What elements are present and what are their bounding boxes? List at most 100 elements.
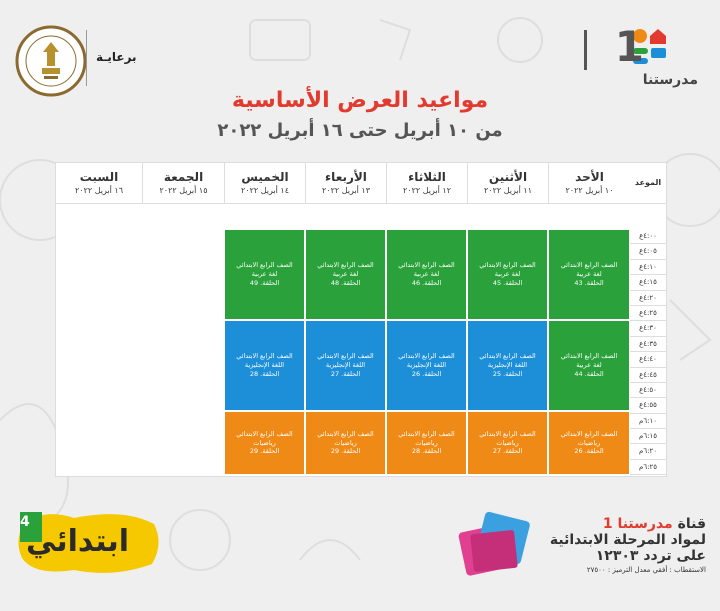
brand-number: 1 bbox=[614, 22, 644, 71]
program-cell: الصف الرابع الابتدائي لغة عربية الحلقة. … bbox=[224, 229, 305, 320]
day-header-tuesday: الثلاثاء ١٢ أبريل ٢٠٢٢ bbox=[386, 163, 467, 203]
brand-name: مدرستنا bbox=[642, 72, 698, 88]
day-name: الأربعاء bbox=[325, 170, 367, 184]
grade-label: الصف الرابع الابتدائي bbox=[479, 429, 536, 438]
ibtidai-4-badge bbox=[18, 512, 159, 573]
time-slot: ٤:١٥ع bbox=[630, 275, 666, 291]
blank-band bbox=[56, 203, 666, 230]
books-illustration bbox=[458, 511, 530, 576]
madrasatna-logo bbox=[584, 29, 666, 70]
day-date: ١٣ أبريل ٢٠٢٢ bbox=[321, 186, 370, 195]
program-cell: الصف الرابع الابتدائي لغة عربية الحلقة. … bbox=[548, 229, 630, 320]
grade-label: الصف الرابع الابتدائي bbox=[236, 352, 293, 361]
time-slot: ٤:٤٥ع bbox=[630, 368, 666, 383]
program-cell: الصف الرابع الابتدائي اللغة الإنجليزية ا… bbox=[224, 320, 305, 411]
subject-label: رياضيات bbox=[496, 438, 519, 447]
page-title: مواعيد العرض الأساسية bbox=[231, 88, 489, 113]
day-name: الجمعة bbox=[163, 170, 204, 184]
episode-label: الحلقة. 43 bbox=[574, 278, 604, 287]
time-slot: ٤:٢٠ع bbox=[630, 291, 666, 306]
day-header-thursday: الخميس ١٤ أبريل ٢٠٢٢ bbox=[224, 163, 305, 203]
ministry-seal-logo bbox=[15, 25, 87, 97]
day-header-friday: الجمعة ١٥ أبريل ٢٠٢٢ bbox=[142, 163, 224, 203]
subject-label: اللغة الإنجليزية bbox=[325, 361, 366, 370]
subject-label: لغة عربية bbox=[413, 270, 440, 279]
channel-subject-line: لمواد المرحلة الابتدائية bbox=[549, 532, 706, 548]
program-cell: الصف الرابع الابتدائي رياضيات الحلقة. 27 bbox=[467, 411, 548, 475]
subject-label: اللغة الإنجليزية bbox=[487, 361, 528, 370]
day-header-saturday: السبت ١٦ أبريل ٢٠٢٢ bbox=[56, 163, 142, 203]
episode-label: الحلقة. 28 bbox=[411, 447, 442, 456]
time-slot: ٤:٥٠ع bbox=[630, 383, 666, 399]
channel-accent: مدرستنا bbox=[617, 516, 673, 532]
subject-label: لغة عربية bbox=[251, 270, 278, 279]
time-slot: ٤:٣٠ع bbox=[630, 321, 666, 337]
grade-label: الصف الرابع الابتدائي bbox=[560, 429, 618, 438]
subject-label: رياضيات bbox=[415, 438, 438, 447]
sponsor-label: برعايـة bbox=[96, 50, 137, 64]
subject-label: رياضيات bbox=[253, 438, 276, 447]
episode-label: الحلقة. 27 bbox=[492, 447, 523, 456]
time-column-header: الموعد bbox=[634, 178, 662, 187]
program-cell: الصف الرابع الابتدائي لغة عربية الحلقة. … bbox=[386, 229, 467, 320]
time-slot: ٤:٠٠ع bbox=[630, 229, 666, 245]
time-column: ٤:٠٠ع ٤:٠٥ع ٤:١٠ع ٤:١٥ع ٤:٢٠ع ٤:٢٥ع ٤:٣٠… bbox=[630, 229, 666, 476]
program-cell: الصف الرابع الابتدائي لغة عربية الحلقة. … bbox=[467, 229, 548, 320]
episode-label: الحلقة. 44 bbox=[574, 369, 604, 378]
program-cell: الصف الرابع الابتدائي رياضيات الحلقة. 28 bbox=[386, 411, 467, 475]
program-cell: الصف الرابع الابتدائي اللغة الإنجليزية ا… bbox=[386, 320, 467, 411]
grade-label: الصف الرابع الابتدائي bbox=[479, 352, 536, 361]
episode-label: الحلقة. 29 bbox=[249, 447, 280, 456]
grade-label: الصف الرابع الابتدائي bbox=[398, 261, 455, 270]
day-name: الثلاثاء bbox=[408, 170, 446, 184]
subject-label: رياضيات bbox=[577, 438, 601, 447]
time-slot: ٤:٢٥ع bbox=[630, 306, 666, 322]
channel-name: قناة مدرستنا 1 bbox=[550, 516, 706, 532]
grade-label: الصف الرابع الابتدائي bbox=[317, 261, 374, 270]
day-name: السبت bbox=[79, 170, 119, 184]
time-slot: ٤:٥٥ع bbox=[630, 398, 666, 414]
subject-label: اللغة الإنجليزية bbox=[244, 361, 285, 370]
day-date: ١٢ أبريل ٢٠٢٢ bbox=[402, 186, 451, 195]
episode-label: الحلقة. 45 bbox=[492, 278, 523, 287]
program-cell: الصف الرابع الابتدائي رياضيات الحلقة. 29 bbox=[305, 411, 386, 475]
episode-label: الحلقة. 29 bbox=[330, 447, 361, 456]
channel-frequency: على تردد ١٢٣٠٣ bbox=[595, 548, 706, 564]
grade-label: الصف الرابع الابتدائي bbox=[317, 429, 374, 438]
schedule-table: الموعد الأحد ١٠ أبريل ٢٠٢٢ الأثنين ١١ أب… bbox=[55, 162, 667, 477]
day-name: الأثنين bbox=[488, 170, 528, 184]
day-name: الأحد bbox=[575, 170, 604, 184]
program-cell: الصف الرابع الابتدائي رياضيات الحلقة. 29 bbox=[224, 411, 305, 475]
channel-suffix: 1 bbox=[602, 516, 618, 532]
program-cell: الصف الرابع الابتدائي لغة عربية الحلقة. … bbox=[305, 229, 386, 320]
time-slot: ٤:٣٥ع bbox=[630, 337, 666, 353]
day-name: الخميس bbox=[241, 170, 289, 184]
grade-label: الصف الرابع الابتدائي bbox=[560, 352, 618, 361]
subject-label: اللغة الإنجليزية bbox=[406, 361, 447, 370]
grade-label: الصف الرابع الابتدائي bbox=[236, 261, 293, 270]
time-slot: ٦:٢٥م bbox=[630, 460, 666, 476]
grade-label: الصف الرابع الابتدائي bbox=[317, 352, 374, 361]
page-subtitle: من ١٠ أبريل حتى ١٦ أبريل ٢٠٢٢ bbox=[217, 120, 503, 141]
episode-label: الحلقة. 49 bbox=[249, 278, 280, 287]
episode-label: الحلقة. 27 bbox=[330, 369, 361, 378]
ibtidai-label: ابتدائي bbox=[26, 524, 130, 559]
program-cell: الصف الرابع الابتدائي رياضيات الحلقة. 26 bbox=[548, 411, 630, 475]
day-header-sunday: الأحد ١٠ أبريل ٢٠٢٢ bbox=[548, 163, 630, 203]
time-slot: ٦:٢٠م bbox=[630, 444, 666, 460]
day-date: ١٤ أبريل ٢٠٢٢ bbox=[240, 186, 289, 195]
day-date: ١٥ أبريل ٢٠٢٢ bbox=[159, 186, 208, 195]
program-cell: الصف الرابع الابتدائي اللغة الإنجليزية ا… bbox=[305, 320, 386, 411]
day-date: ١٠ أبريل ٢٠٢٢ bbox=[565, 186, 614, 195]
episode-label: الحلقة. 25 bbox=[492, 369, 523, 378]
episode-label: الحلقة. 48 bbox=[330, 278, 361, 287]
grade-label: الصف الرابع الابتدائي bbox=[398, 352, 455, 361]
grade-label: الصف الرابع الابتدائي bbox=[560, 261, 618, 270]
sponsor-divider bbox=[86, 30, 87, 86]
subject-label: لغة عربية bbox=[576, 361, 602, 370]
day-date: ١١ أبريل ٢٠٢٢ bbox=[483, 186, 532, 195]
day-date: ١٦ أبريل ٢٠٢٢ bbox=[74, 186, 123, 195]
ibtidai-grade: 4 bbox=[20, 514, 30, 530]
day-header-monday: الأثنين ١١ أبريل ٢٠٢٢ bbox=[467, 163, 548, 203]
episode-label: الحلقة. 46 bbox=[411, 278, 442, 287]
